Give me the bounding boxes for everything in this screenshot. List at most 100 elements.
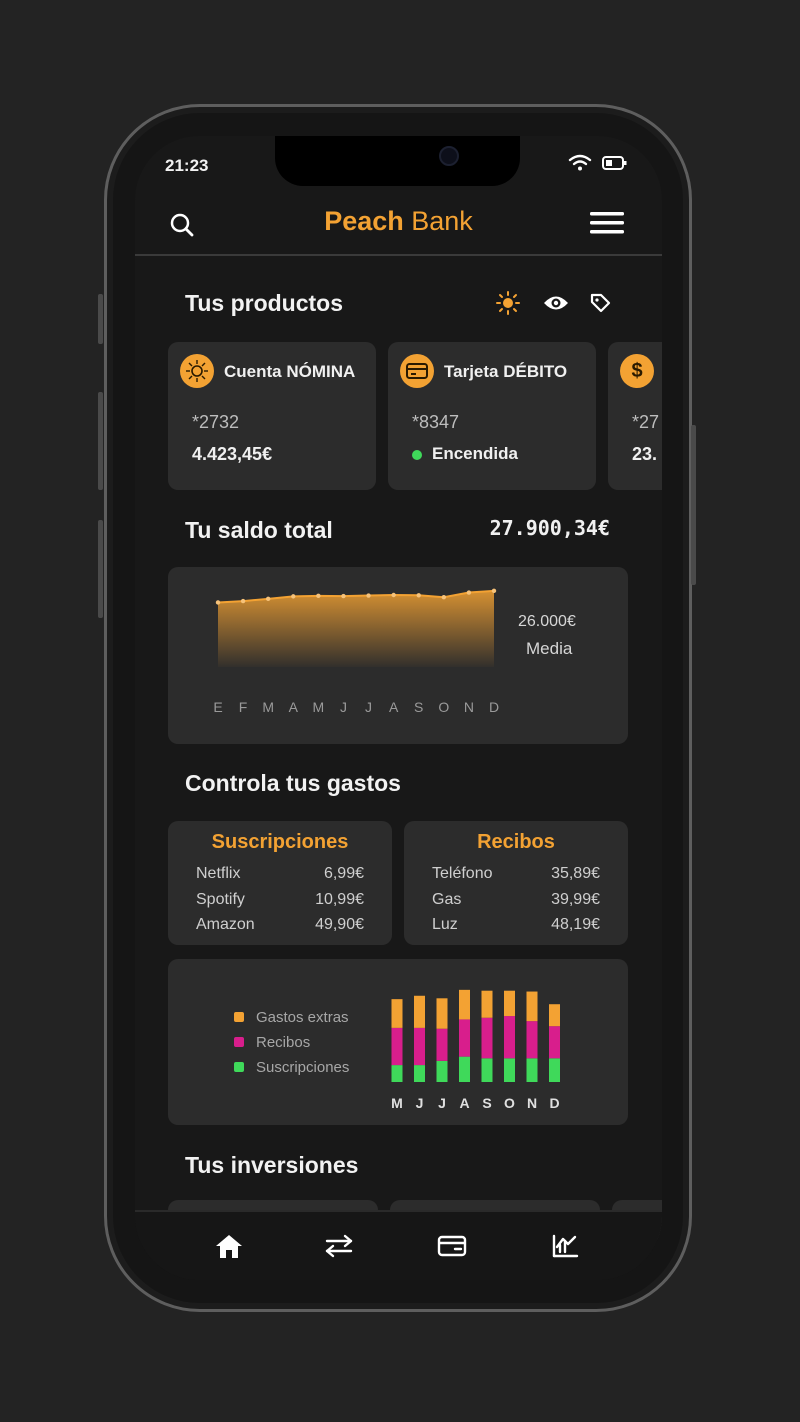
bar-segment-recibos — [391, 1027, 403, 1066]
dollar-icon: $ — [620, 354, 654, 388]
subscriptions-card[interactable]: Suscripciones Netflix 6,99€ Spotify 10,99€… — [168, 821, 392, 945]
logo-light: Bank — [403, 206, 473, 236]
bar-segment-recibos — [459, 1019, 470, 1057]
month-tick-label: M — [262, 699, 274, 715]
item-value: 48,19€ — [551, 916, 600, 933]
bar-segment-gastos-extras — [414, 995, 425, 1028]
data-point — [291, 594, 296, 599]
bar-segment-gastos-extras — [549, 1004, 560, 1027]
bar-segment-suscripciones — [526, 1058, 538, 1082]
logo-bold: Peach — [324, 206, 404, 236]
product-card-debito[interactable]: Tarjeta DÉBITO *8347 Encendida — [388, 342, 596, 490]
wallet-icon — [437, 1235, 467, 1257]
products-title: Tus productos — [185, 290, 344, 316]
side-button-volume-down — [98, 520, 103, 618]
receipts-card[interactable]: Recibos Teléfono 35,89€ Gas 39,99€ Luz 48,1… — [404, 821, 628, 945]
product-number: *8347 — [412, 412, 460, 432]
product-name: Cuenta NÓMINA — [224, 362, 356, 381]
item-value: 10,99€ — [315, 891, 364, 908]
transfer-arrows-icon — [325, 1234, 353, 1258]
side-button-power — [691, 425, 696, 585]
card-icon — [400, 354, 434, 388]
data-point — [491, 588, 497, 594]
item-label: Amazon — [196, 916, 255, 933]
month-tick-label: D — [489, 699, 499, 715]
bar-segment-gastos-extras — [504, 990, 515, 1017]
nav-investments[interactable] — [545, 1226, 585, 1266]
product-balance: 4.423,45€ — [192, 444, 273, 464]
status-time: 21:23 — [165, 156, 209, 175]
product-balance: 23. — [632, 444, 658, 464]
tag-button[interactable] — [587, 290, 613, 316]
home-icon — [216, 1235, 242, 1258]
product-number: *27 — [632, 412, 660, 432]
nav-transfers[interactable] — [319, 1226, 359, 1266]
bar-segment-gastos-extras — [391, 999, 403, 1028]
data-point — [366, 593, 371, 598]
receipts-title: Recibos — [477, 831, 555, 853]
tag-icon — [590, 293, 611, 313]
bar-segment-suscripciones — [549, 1058, 560, 1082]
bar-segment-gastos-extras — [526, 991, 538, 1022]
product-card-nomina[interactable]: Cuenta NÓMINA *2732 4.423,45€ — [168, 342, 376, 490]
nav-home[interactable] — [209, 1226, 249, 1266]
bar-segment-suscripciones — [459, 1056, 470, 1082]
wifi-icon — [568, 154, 592, 171]
bar-segment-recibos — [414, 1027, 425, 1066]
search-button[interactable] — [169, 212, 195, 243]
month-tick-label: J — [365, 699, 372, 715]
status-icons — [568, 154, 628, 172]
hamburger-icon — [590, 212, 624, 234]
legend-label: Recibos — [256, 1034, 311, 1051]
bar-segment-recibos — [436, 1028, 448, 1061]
month-tick-label: E — [213, 699, 222, 715]
legend-label: Gastos extras — [256, 1009, 349, 1026]
bar-segment-suscripciones — [391, 1065, 403, 1082]
app-logo: Peach Bank — [135, 206, 662, 237]
menu-button[interactable] — [590, 210, 624, 241]
month-tick-label: J — [416, 1095, 424, 1111]
month-tick-label: S — [414, 699, 423, 715]
data-point — [341, 593, 346, 599]
month-tick-label: N — [527, 1095, 537, 1111]
balance-title: Tu saldo total — [185, 517, 333, 543]
sun-coin-icon — [180, 354, 214, 388]
legend-swatch — [234, 1037, 244, 1047]
investments-title: Tus inversiones — [185, 1152, 359, 1178]
average-value: 26.000€ — [518, 613, 576, 630]
side-button-volume-up — [98, 392, 103, 490]
product-name: Tarjeta DÉBITO — [444, 362, 568, 381]
data-point — [441, 595, 447, 600]
month-tick-label: J — [438, 1095, 446, 1111]
bar-segment-gastos-extras — [481, 990, 493, 1018]
item-value: 49,90€ — [315, 916, 364, 933]
nav-cards[interactable] — [432, 1226, 472, 1266]
bar-segment-suscripciones — [436, 1060, 448, 1082]
notch — [275, 136, 520, 186]
visibility-toggle-button[interactable] — [543, 290, 569, 316]
bar-segment-gastos-extras — [459, 989, 470, 1020]
app-header: Peach Bank — [135, 196, 662, 256]
legend-swatch — [234, 1012, 244, 1022]
month-tick-label: D — [549, 1095, 559, 1111]
subscriptions-title: Suscripciones — [211, 831, 349, 853]
legend-label: Suscripciones — [256, 1059, 350, 1076]
eye-icon — [544, 296, 568, 310]
status-dot — [412, 449, 422, 460]
legend-item-suscripciones: Suscripciones — [234, 1059, 350, 1076]
bar-segment-recibos — [504, 1016, 515, 1059]
product-card-partial[interactable]: $ *27 23. — [608, 342, 662, 490]
data-point — [316, 593, 321, 599]
theme-toggle-button[interactable] — [495, 290, 521, 316]
card-status: Encendida — [412, 444, 518, 464]
item-value: 35,89€ — [551, 865, 600, 882]
bar-segment-suscripciones — [481, 1058, 493, 1082]
list-item: Spotify 10,99€ — [196, 891, 364, 909]
sun-icon — [496, 291, 520, 315]
legend-item-extras: Gastos extras — [234, 1009, 349, 1026]
month-tick-label: O — [438, 699, 449, 715]
